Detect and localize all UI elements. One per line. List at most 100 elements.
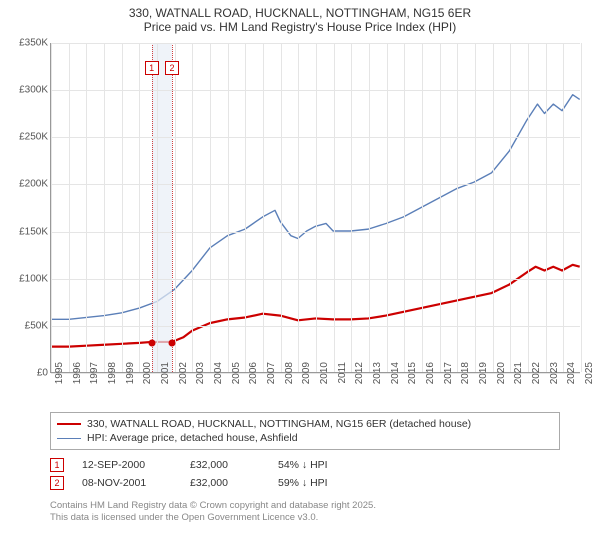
sale-date: 08-NOV-2001 [82,477,172,489]
title-address: 330, WATNALL ROAD, HUCKNALL, NOTTINGHAM,… [0,6,600,20]
x-axis-label: 2020 [496,362,507,392]
x-axis-label: 2017 [443,362,454,392]
x-axis-label: 2024 [566,362,577,392]
x-axis-label: 2005 [231,362,242,392]
x-axis-label: 2013 [372,362,383,392]
gridline-v [334,43,335,372]
legend-label: 330, WATNALL ROAD, HUCKNALL, NOTTINGHAM,… [87,418,471,430]
y-axis-label: £50K [10,320,48,331]
gridline-v [387,43,388,372]
gridline-v [157,43,158,372]
gridline-v [316,43,317,372]
x-axis-label: 2021 [513,362,524,392]
x-axis-label: 2014 [390,362,401,392]
x-axis-label: 1997 [89,362,100,392]
x-axis-label: 2018 [460,362,471,392]
gridline-v [298,43,299,372]
legend-row: HPI: Average price, detached house, Ashf… [57,431,553,445]
chart-title: 330, WATNALL ROAD, HUCKNALL, NOTTINGHAM,… [0,0,600,38]
y-axis-label: £150K [10,226,48,237]
gridline-v [422,43,423,372]
legend: 330, WATNALL ROAD, HUCKNALL, NOTTINGHAM,… [50,412,560,450]
x-axis-label: 1996 [72,362,83,392]
sales-table: 1 12-SEP-2000 £32,000 54% ↓ HPI 2 08-NOV-2001… [50,456,560,492]
gridline-v [351,43,352,372]
x-axis-label: 2022 [531,362,542,392]
highlight-band-edge [172,43,173,372]
gridline-v [581,43,582,372]
sale-callout-1: 1 [145,61,159,75]
footer-attribution: Contains HM Land Registry data © Crown c… [50,500,560,525]
x-axis-label: 2001 [160,362,171,392]
sale-index-box: 1 [50,458,64,472]
chart-container: 12 £0£50K£100K£150K£200K£250K£300K£350K1… [10,38,590,408]
sale-marker [148,339,155,346]
gridline-v [546,43,547,372]
x-axis-label: 2012 [354,362,365,392]
x-axis-label: 2003 [195,362,206,392]
title-subtitle: Price paid vs. HM Land Registry's House … [0,20,600,34]
x-axis-label: 2010 [319,362,330,392]
gridline-v [457,43,458,372]
x-axis-label: 2011 [337,362,348,392]
x-axis-label: 2009 [301,362,312,392]
sale-callout-2: 2 [165,61,179,75]
footer-line1: Contains HM Land Registry data © Crown c… [50,500,560,512]
legend-row: 330, WATNALL ROAD, HUCKNALL, NOTTINGHAM,… [57,417,553,431]
gridline-v [281,43,282,372]
gridline-v [51,43,52,372]
highlight-band [152,43,172,372]
y-axis-label: £100K [10,273,48,284]
x-axis-label: 1995 [54,362,65,392]
gridline-v [139,43,140,372]
x-axis-label: 1999 [125,362,136,392]
gridline-v [245,43,246,372]
gridline-v [192,43,193,372]
gridline-v [440,43,441,372]
x-axis-label: 2019 [478,362,489,392]
sale-index-box: 2 [50,476,64,490]
x-axis-label: 2002 [178,362,189,392]
sale-row: 1 12-SEP-2000 £32,000 54% ↓ HPI [50,456,560,474]
gridline-v [404,43,405,372]
x-axis-label: 2015 [407,362,418,392]
x-axis-label: 2008 [284,362,295,392]
sale-row: 2 08-NOV-2001 £32,000 59% ↓ HPI [50,474,560,492]
y-axis-label: £0 [10,368,48,379]
gridline-v [210,43,211,372]
gridline-v [228,43,229,372]
gridline-v [493,43,494,372]
x-axis-label: 2023 [549,362,560,392]
plot-area: 12 [50,43,580,373]
gridline-v [69,43,70,372]
gridline-v [122,43,123,372]
sale-price: £32,000 [190,477,260,489]
sale-price: £32,000 [190,459,260,471]
gridline-v [528,43,529,372]
gridline-v [563,43,564,372]
footer-line2: This data is licensed under the Open Gov… [50,512,560,524]
x-axis-label: 2007 [266,362,277,392]
y-axis-label: £200K [10,179,48,190]
x-axis-label: 2004 [213,362,224,392]
gridline-v [104,43,105,372]
x-axis-label: 2025 [584,362,595,392]
highlight-band-edge [152,43,153,372]
gridline-v [510,43,511,372]
sale-hpi-delta: 54% ↓ HPI [278,459,358,471]
sale-marker [169,339,176,346]
gridline-v [86,43,87,372]
y-axis-label: £350K [10,38,48,49]
gridline-v [175,43,176,372]
y-axis-label: £250K [10,132,48,143]
legend-swatch [57,423,81,425]
sale-date: 12-SEP-2000 [82,459,172,471]
legend-swatch [57,438,81,439]
x-axis-label: 2016 [425,362,436,392]
y-axis-label: £300K [10,85,48,96]
sale-hpi-delta: 59% ↓ HPI [278,477,358,489]
gridline-v [263,43,264,372]
x-axis-label: 2000 [142,362,153,392]
legend-label: HPI: Average price, detached house, Ashf… [87,432,298,444]
x-axis-label: 2006 [248,362,259,392]
